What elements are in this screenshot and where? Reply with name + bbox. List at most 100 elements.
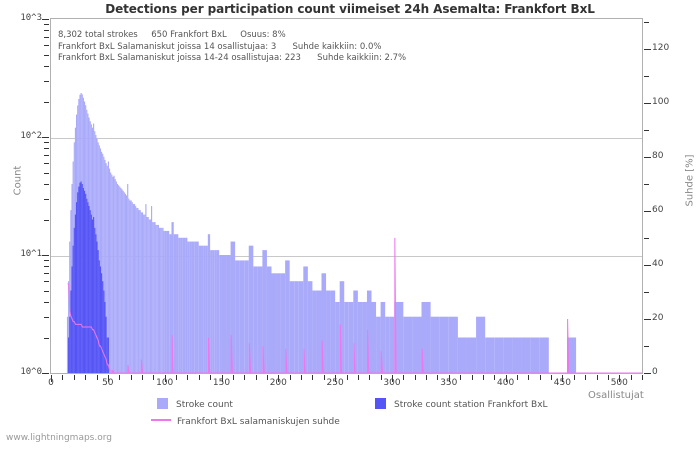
x-axis-minor-tick: [426, 375, 428, 380]
y2-axis-minor-tick: [644, 291, 649, 293]
legend-swatch-icon: [157, 398, 168, 409]
x-axis-tick-label: 250: [326, 378, 344, 388]
y-axis-minor-tick: [44, 184, 49, 185]
y-axis-minor-tick: [44, 101, 49, 103]
x-axis-minor-tick: [323, 375, 325, 380]
y-axis-tick-label: 10^0: [20, 367, 42, 377]
x-axis-minor-tick: [96, 375, 98, 380]
y2-axis-minor-tick: [644, 237, 649, 239]
x-axis-tick: [164, 375, 166, 382]
x-axis-minor-tick: [539, 375, 541, 380]
legend: Stroke count Stroke count station Frankf…: [0, 392, 700, 432]
legend-label: Stroke count station Frankfort BxL: [394, 400, 548, 410]
y-axis-minor-tick: [44, 24, 49, 26]
x-axis-tick: [392, 375, 393, 382]
x-axis-tick: [221, 375, 223, 382]
y-axis-minor-tick: [44, 273, 49, 275]
x-axis-tick-label: 150: [212, 378, 231, 388]
y-axis-minor-tick: [44, 172, 49, 174]
chart-title: Detections per participation count viime…: [105, 2, 595, 16]
y-axis-minor-tick: [44, 302, 49, 303]
y2-axis-tick: [644, 319, 651, 320]
x-axis-minor-tick: [357, 375, 359, 380]
x-axis-minor-tick: [266, 375, 268, 380]
y-axis-minor-tick: [44, 219, 49, 221]
x-axis-minor-tick: [471, 375, 473, 380]
watermark: www.lightningmaps.org: [6, 433, 112, 443]
y-axis-minor-tick: [44, 80, 49, 82]
x-axis-tick-label: 450: [553, 378, 571, 388]
x-axis-minor-tick: [198, 375, 200, 380]
x-axis-minor-tick: [460, 375, 462, 380]
y-axis-minor-tick: [44, 155, 49, 157]
x-axis-tick: [505, 375, 507, 382]
y2-axis-tick-label: 120: [652, 42, 670, 53]
x-axis-minor-tick: [153, 375, 155, 380]
y2-axis-tick-label: 0: [652, 367, 658, 377]
x-axis-tick-label: 500: [610, 378, 628, 388]
y-axis-tick-label: 10^1: [20, 249, 42, 259]
x-axis-minor-tick: [187, 375, 189, 380]
x-axis-minor-tick: [141, 375, 143, 380]
series-plot: [66, 93, 642, 373]
legend-item-stroke-count[interactable]: Stroke count: [157, 398, 233, 410]
y-axis-tick: [42, 19, 49, 20]
x-axis-tick-label: 400: [497, 378, 515, 388]
y-axis-tick: [42, 373, 49, 374]
y2-axis-tick-label: 100: [652, 96, 670, 107]
x-axis-minor-tick: [369, 375, 371, 380]
y-axis-minor-tick: [44, 337, 49, 339]
x-axis-minor-tick: [528, 375, 530, 380]
y-axis-minor-tick: [44, 316, 49, 318]
x-axis-tick-label: 300: [383, 378, 401, 388]
annotation-box: 8,302 total strokes 650 Frankfort BxL Os…: [58, 30, 498, 65]
y2-axis-tick-label: 20: [652, 313, 664, 323]
y2-axis-minor-tick: [644, 75, 649, 77]
y-axis-minor-tick: [44, 37, 49, 39]
annotation-line-3: Frankfort BxL Salamaniskut joissa 14-24 …: [58, 53, 407, 63]
x-axis-tick: [51, 375, 52, 382]
x-axis-minor-tick: [573, 375, 575, 380]
x-axis-minor-tick: [403, 375, 405, 380]
y2-axis-tick: [644, 102, 651, 104]
x-axis-minor-tick: [232, 375, 234, 380]
y-axis-minor-tick: [44, 66, 49, 67]
x-axis-tick-label: 100: [156, 378, 174, 388]
y-axis-minor-tick: [44, 45, 49, 47]
legend-item-station-stroke-count[interactable]: Stroke count station Frankfort BxL: [375, 398, 548, 410]
y-axis-tick-label: 10^3: [20, 13, 42, 23]
y-axis-minor-tick: [44, 266, 49, 268]
annotation-line-2: Frankfort BxL Salamaniskut joissa 14 osa…: [58, 41, 382, 52]
x-axis-minor-tick: [630, 375, 632, 380]
x-axis-minor-tick: [62, 375, 64, 380]
x-axis-minor-tick: [517, 375, 518, 380]
y-axis-tick: [42, 137, 49, 138]
y-axis-minor-tick: [44, 281, 49, 283]
y2-axis-tick-label: 80: [652, 150, 664, 161]
x-axis-tick: [335, 375, 337, 382]
x-axis-minor-tick: [380, 375, 382, 380]
x-axis-minor-tick: [494, 375, 496, 380]
y2-axis-tick: [644, 156, 651, 158]
x-axis-minor-tick: [312, 375, 314, 380]
y2-axis-minor-tick: [644, 129, 649, 131]
x-axis-minor-tick: [210, 375, 212, 380]
x-axis-tick-label: 0: [48, 378, 54, 388]
legend-item-ratio-line[interactable]: Frankfort BxL salamaniskujen suhde: [151, 417, 340, 427]
x-axis-minor-tick: [85, 375, 87, 380]
x-axis-tick-label: 350: [440, 378, 458, 388]
y2-axis-tick: [644, 48, 651, 50]
legend-label: Frankfort BxL salamaniskujen suhde: [177, 417, 340, 427]
x-axis-minor-tick: [244, 375, 246, 380]
x-axis-minor-tick: [482, 375, 484, 380]
y2-axis-tick: [644, 264, 651, 266]
x-axis-minor-tick: [642, 375, 643, 380]
y-axis-minor-tick: [44, 142, 49, 144]
y-axis-tick-label: 10^2: [20, 131, 42, 141]
y2-axis-title: Suhde [%]: [684, 154, 696, 207]
y2-axis-tick-label: 60: [652, 204, 664, 215]
x-axis-minor-tick: [596, 375, 598, 380]
x-axis-tick-label: 200: [269, 378, 287, 388]
x-axis-minor-tick: [551, 375, 553, 380]
